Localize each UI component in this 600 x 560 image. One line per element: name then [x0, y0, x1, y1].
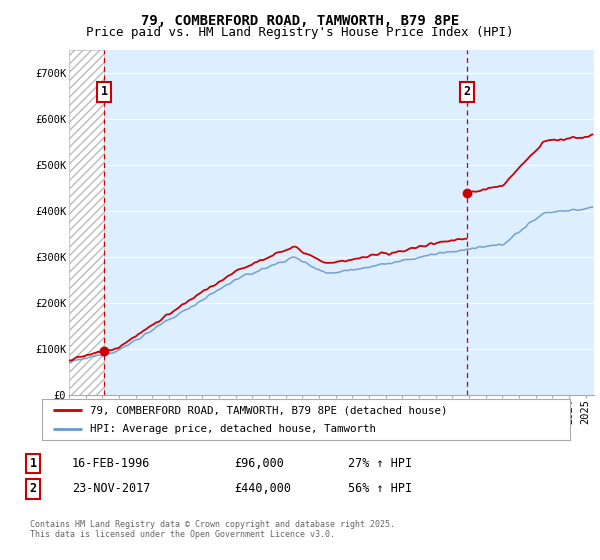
Text: Price paid vs. HM Land Registry's House Price Index (HPI): Price paid vs. HM Land Registry's House … — [86, 26, 514, 39]
Text: 1: 1 — [101, 85, 108, 98]
Text: 1: 1 — [29, 457, 37, 470]
Text: 16-FEB-1996: 16-FEB-1996 — [72, 457, 151, 470]
Text: 2: 2 — [464, 85, 471, 98]
Text: £96,000: £96,000 — [234, 457, 284, 470]
Text: 27% ↑ HPI: 27% ↑ HPI — [348, 457, 412, 470]
Text: 79, COMBERFORD ROAD, TAMWORTH, B79 8PE (detached house): 79, COMBERFORD ROAD, TAMWORTH, B79 8PE (… — [89, 405, 447, 415]
Text: 23-NOV-2017: 23-NOV-2017 — [72, 482, 151, 496]
Text: HPI: Average price, detached house, Tamworth: HPI: Average price, detached house, Tamw… — [89, 424, 376, 433]
Text: 79, COMBERFORD ROAD, TAMWORTH, B79 8PE: 79, COMBERFORD ROAD, TAMWORTH, B79 8PE — [141, 14, 459, 28]
Text: Contains HM Land Registry data © Crown copyright and database right 2025.
This d: Contains HM Land Registry data © Crown c… — [30, 520, 395, 539]
Text: £440,000: £440,000 — [234, 482, 291, 496]
Bar — [69, 50, 104, 395]
Text: 2: 2 — [29, 482, 37, 496]
Text: 56% ↑ HPI: 56% ↑ HPI — [348, 482, 412, 496]
